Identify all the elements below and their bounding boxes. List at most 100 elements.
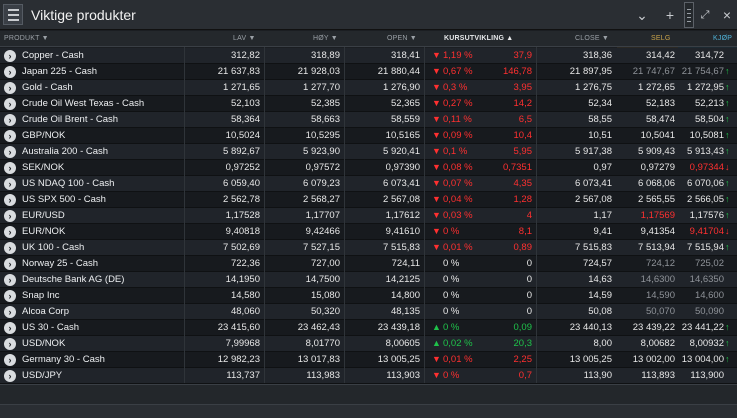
sell-price-button[interactable]: 314,42	[645, 50, 675, 61]
table-row[interactable]: › Norway 25 - Cash 722,36 727,00 724,11 0 % 0 7…	[0, 256, 737, 272]
sell-price-button[interactable]: 9,41354	[640, 226, 675, 237]
buy-price-button[interactable]: 14,600	[694, 290, 724, 301]
sell-price-button[interactable]: 5 909,43	[638, 146, 675, 157]
buy-price-button[interactable]: 1,17576	[689, 210, 724, 221]
product-name[interactable]: Crude Oil West Texas - Cash	[22, 98, 145, 109]
sell-price-button[interactable]: 23 439,22	[632, 322, 675, 333]
header-high[interactable]: HØY ▼	[313, 35, 338, 42]
header-low[interactable]: LAV ▼	[233, 35, 256, 42]
sell-price-button[interactable]: 2 565,55	[638, 194, 675, 205]
expand-row-icon[interactable]: ›	[4, 114, 16, 126]
expand-row-icon[interactable]: ›	[4, 290, 16, 302]
buy-price-button[interactable]: 10,5081	[689, 130, 724, 141]
table-row[interactable]: › Japan 225 - Cash 21 637,83 21 928,03 21 88…	[0, 64, 737, 80]
table-row[interactable]: › Alcoa Corp 48,060 50,320 48,135 0 % 0 50,08 50…	[0, 304, 737, 320]
buy-price-button[interactable]: 50,090	[694, 306, 724, 317]
buy-price-button[interactable]: 23 441,22	[681, 322, 724, 333]
expand-row-icon[interactable]: ›	[4, 146, 16, 158]
product-name[interactable]: Norway 25 - Cash	[22, 258, 99, 269]
product-name[interactable]: EUR/NOK	[22, 226, 66, 237]
sell-price-button[interactable]: 113,893	[641, 370, 675, 381]
buy-price-button[interactable]: 14,6350	[689, 274, 724, 285]
expand-row-icon[interactable]: ›	[4, 66, 16, 78]
product-name[interactable]: GBP/NOK	[22, 130, 66, 141]
table-row[interactable]: › Crude Oil Brent - Cash 58,364 58,663 58,55…	[0, 112, 737, 128]
table-row[interactable]: › UK 100 - Cash 7 502,69 7 527,15 7 515,83 ▼ 0…	[0, 240, 737, 256]
table-row[interactable]: › SEK/NOK 0,97252 0,97572 0,97390 ▼ 0,08 % 0,73…	[0, 160, 737, 176]
sell-price-button[interactable]: 1,17569	[640, 210, 675, 221]
buy-price-button[interactable]: 13 004,00	[681, 354, 724, 365]
header-product[interactable]: PRODUKT ▼	[4, 35, 49, 42]
table-row[interactable]: › Copper - Cash 312,82 318,89 318,41 ▼ 1,19 % 3…	[0, 48, 737, 64]
expand-row-icon[interactable]: ›	[4, 178, 16, 190]
table-row[interactable]: › Gold - Cash 1 271,65 1 277,70 1 276,90 ▼ 0,3…	[0, 80, 737, 96]
table-row[interactable]: › US 30 - Cash 23 415,60 23 462,43 23 439,18…	[0, 320, 737, 336]
product-name[interactable]: UK 100 - Cash	[22, 242, 85, 253]
sell-price-button[interactable]: 8,00682	[640, 338, 675, 349]
buy-price-button[interactable]: 9,41704	[689, 226, 724, 237]
sell-price-button[interactable]: 1 272,65	[638, 82, 675, 93]
buy-price-button[interactable]: 0,97344	[689, 162, 724, 173]
table-row[interactable]: › US NDAQ 100 - Cash 6 059,40 6 079,23 6 073…	[0, 176, 737, 192]
buy-price-button[interactable]: 58,504	[694, 114, 724, 125]
header-sell[interactable]: SELG	[651, 35, 671, 42]
product-name[interactable]: Crude Oil Brent - Cash	[22, 114, 119, 125]
expand-row-icon[interactable]: ›	[4, 258, 16, 270]
sell-price-button[interactable]: 14,6300	[640, 274, 675, 285]
product-name[interactable]: Deutsche Bank AG (DE)	[22, 274, 125, 285]
table-row[interactable]: › US SPX 500 - Cash 2 562,78 2 568,27 2 567,…	[0, 192, 737, 208]
sell-price-button[interactable]: 13 002,00	[632, 354, 675, 365]
sell-price-button[interactable]: 7 513,94	[638, 242, 675, 253]
product-name[interactable]: US SPX 500 - Cash	[22, 194, 106, 205]
sell-price-button[interactable]: 6 068,06	[638, 178, 675, 189]
product-name[interactable]: US 30 - Cash	[22, 322, 80, 333]
header-buy[interactable]: KJØP	[713, 35, 733, 42]
sell-price-button[interactable]: 52,183	[645, 98, 675, 109]
buy-price-button[interactable]: 7 515,94	[687, 242, 724, 253]
product-name[interactable]: Gold - Cash	[22, 82, 73, 93]
window-scroll-handle[interactable]	[684, 2, 694, 28]
expand-row-icon[interactable]: ›	[4, 50, 16, 62]
expand-row-icon[interactable]: ›	[4, 242, 16, 254]
expand-row-icon[interactable]: ›	[4, 226, 16, 238]
product-name[interactable]: Australia 200 - Cash	[22, 146, 109, 157]
close-icon[interactable]: ×	[722, 7, 732, 23]
table-row[interactable]: › Crude Oil West Texas - Cash 52,103 52,385…	[0, 96, 737, 112]
table-row[interactable]: › Deutsche Bank AG (DE) 14,1950 14,7500 14,2…	[0, 272, 737, 288]
header-close[interactable]: CLOSE ▼	[575, 35, 610, 42]
table-row[interactable]: › USD/JPY 113,737 113,983 113,903 ▼ 0 % 0,7 113,…	[0, 368, 737, 384]
product-name[interactable]: SEK/NOK	[22, 162, 65, 173]
expand-icon[interactable]: ⤢	[700, 9, 710, 21]
expand-row-icon[interactable]: ›	[4, 130, 16, 142]
expand-row-icon[interactable]: ›	[4, 98, 16, 110]
header-open[interactable]: OPEN ▼	[387, 35, 417, 42]
product-name[interactable]: Copper - Cash	[22, 50, 84, 61]
horizontal-scrollbar[interactable]	[0, 404, 737, 418]
add-icon[interactable]: +	[665, 7, 675, 23]
buy-price-button[interactable]: 314,72	[694, 50, 724, 61]
table-row[interactable]: › EUR/NOK 9,40818 9,42466 9,41610 ▼ 0 % 8,1 9,41…	[0, 224, 737, 240]
buy-price-button[interactable]: 21 754,67	[681, 66, 724, 77]
buy-price-button[interactable]: 113,900	[690, 370, 724, 381]
hamburger-menu-icon[interactable]	[3, 4, 23, 25]
expand-row-icon[interactable]: ›	[4, 306, 16, 318]
expand-row-icon[interactable]: ›	[4, 194, 16, 206]
buy-price-button[interactable]: 6 070,06	[687, 178, 724, 189]
expand-row-icon[interactable]: ›	[4, 210, 16, 222]
table-row[interactable]: › EUR/USD 1,17528 1,17707 1,17612 ▼ 0,03 % 4 1,1…	[0, 208, 737, 224]
product-name[interactable]: Snap Inc	[22, 290, 60, 301]
buy-price-button[interactable]: 2 566,05	[687, 194, 724, 205]
product-name[interactable]: Japan 225 - Cash	[22, 66, 97, 77]
product-name[interactable]: US NDAQ 100 - Cash	[22, 178, 115, 189]
product-name[interactable]: Alcoa Corp	[22, 306, 69, 317]
buy-price-button[interactable]: 8,00932	[689, 338, 724, 349]
sell-price-button[interactable]: 50,070	[645, 306, 675, 317]
expand-row-icon[interactable]: ›	[4, 338, 16, 350]
sell-price-button[interactable]: 21 747,67	[632, 66, 675, 77]
buy-price-button[interactable]: 52,213	[694, 98, 724, 109]
expand-row-icon[interactable]: ›	[4, 370, 16, 382]
sell-price-button[interactable]: 0,97279	[640, 162, 675, 173]
product-name[interactable]: USD/NOK	[22, 338, 66, 349]
expand-row-icon[interactable]: ›	[4, 162, 16, 174]
table-row[interactable]: › GBP/NOK 10,5024 10,5295 10,5165 ▼ 0,09 % 10,4…	[0, 128, 737, 144]
